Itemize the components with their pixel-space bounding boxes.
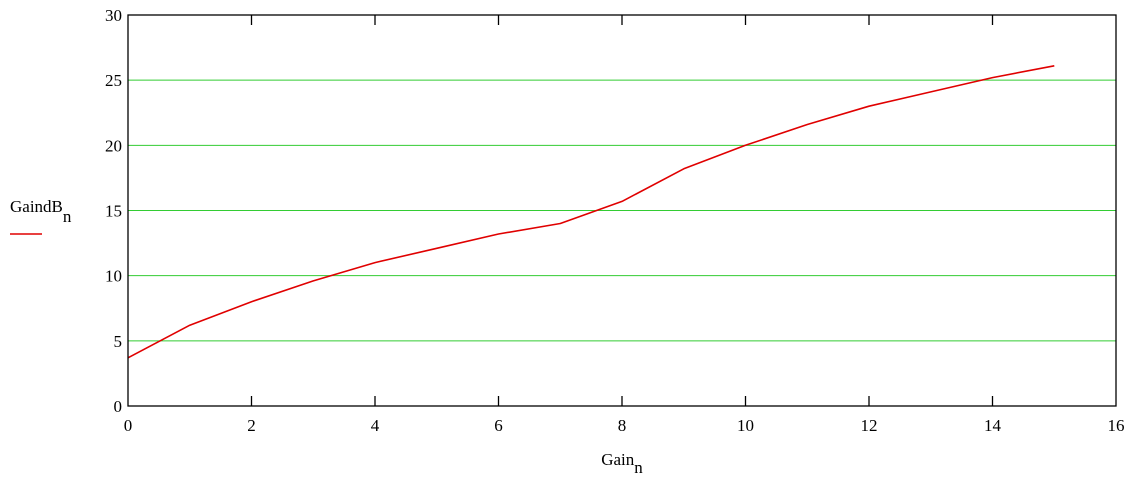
- y-tick-label: 30: [105, 6, 122, 25]
- y-tick-label: 15: [105, 202, 122, 221]
- y-tick-label: 0: [114, 397, 123, 416]
- y-axis-label-main: GaindB: [10, 197, 63, 216]
- ticks: [250, 15, 994, 406]
- y-tick-label: 10: [105, 267, 122, 286]
- gridlines: [128, 79, 1116, 342]
- tick-labels: 0 5 10 15 20 25 30 0 2 4 6 8 10 12 14 16: [105, 6, 1125, 435]
- x-tick-label: 8: [618, 416, 627, 435]
- y-tick-label: 5: [114, 332, 123, 351]
- y-tick-label: 25: [105, 71, 122, 90]
- x-tick-label: 6: [494, 416, 503, 435]
- x-axis-label-main: Gain: [601, 450, 635, 469]
- y-axis-label-subscript: n: [63, 207, 72, 226]
- x-tick-label: 14: [984, 416, 1002, 435]
- x-axis-label-subscript: n: [634, 458, 643, 477]
- y-tick-label: 20: [105, 136, 122, 155]
- x-tick-label: 12: [861, 416, 878, 435]
- x-tick-label: 2: [247, 416, 256, 435]
- series-line: [127, 65, 1055, 359]
- x-tick-label: 4: [371, 416, 380, 435]
- series-layer: [127, 65, 1055, 359]
- y-axis-label: GaindBn: [10, 197, 72, 226]
- x-tick-label: 10: [737, 416, 754, 435]
- x-axis-label: Gainn: [601, 450, 643, 477]
- x-tick-label: 0: [124, 416, 133, 435]
- x-tick-label: 16: [1108, 416, 1125, 435]
